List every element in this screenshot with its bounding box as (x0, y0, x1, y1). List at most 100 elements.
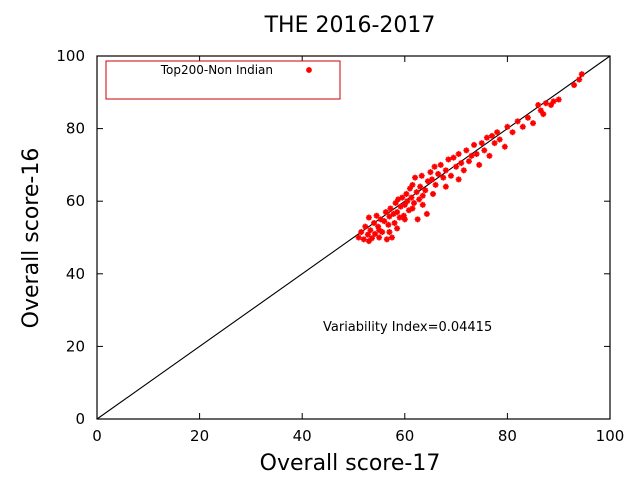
reference-line (96, 55, 611, 420)
data-point (555, 96, 562, 103)
data-point (392, 200, 399, 207)
reference-line-layer (96, 55, 611, 420)
data-point (427, 169, 434, 176)
data-point (537, 107, 544, 114)
chart-title: THE 2016-2017 (264, 13, 436, 38)
data-point (355, 234, 362, 241)
data-point (578, 71, 585, 78)
data-point (476, 161, 483, 168)
data-point (405, 207, 412, 214)
data-point (419, 201, 426, 208)
points-layer (355, 71, 585, 245)
y-tick-label: 60 (66, 192, 85, 210)
data-point (365, 238, 372, 245)
data-point (417, 183, 424, 190)
data-point (424, 178, 431, 185)
y-tick-label: 40 (66, 265, 85, 283)
data-point (478, 140, 485, 147)
data-point (364, 231, 371, 238)
data-point (468, 152, 475, 159)
data-point (362, 223, 369, 230)
data-point (390, 210, 397, 217)
data-point (401, 201, 408, 208)
data-point (514, 118, 521, 125)
x-tick-label: 60 (395, 427, 414, 445)
data-point (373, 212, 380, 219)
data-point (367, 227, 374, 234)
data-point (453, 163, 460, 170)
data-point (396, 214, 403, 221)
x-tick-label: 80 (498, 427, 517, 445)
data-point (399, 194, 406, 201)
variability-annotation: Variability Index=0.04415 (323, 320, 492, 335)
legend: Top200-Non Indian (105, 60, 341, 100)
y-tick-label: 0 (75, 410, 85, 428)
data-point (376, 227, 383, 234)
y-tick-label: 80 (66, 120, 85, 138)
data-point (491, 140, 498, 147)
legend-marker-symbol (306, 67, 312, 73)
data-point (519, 123, 526, 130)
data-point (377, 216, 384, 223)
data-point (387, 205, 394, 212)
data-point (501, 143, 508, 150)
data-point (411, 200, 418, 207)
data-point (455, 176, 462, 183)
data-point (360, 236, 367, 243)
data-point (358, 229, 365, 236)
data-point (428, 176, 435, 183)
data-point (365, 214, 372, 221)
data-point (382, 209, 389, 216)
x-tick-label: 100 (596, 427, 625, 445)
data-point (394, 225, 401, 232)
data-point (386, 213, 393, 220)
data-point (496, 136, 503, 143)
data-point (381, 218, 388, 225)
data-point (419, 192, 426, 199)
x-tick-label: 40 (293, 427, 312, 445)
data-point (450, 154, 457, 161)
data-point (409, 205, 416, 212)
x-axis-label: Overall score-17 (260, 451, 441, 476)
data-point (375, 223, 382, 230)
data-point (548, 102, 555, 109)
data-point (403, 190, 410, 197)
legend-marker (306, 67, 312, 73)
plot-frame (96, 55, 611, 420)
data-point (372, 230, 379, 237)
data-point (430, 190, 437, 197)
data-point (481, 147, 488, 154)
data-point (465, 158, 472, 165)
data-point (494, 129, 501, 136)
data-point (455, 151, 462, 158)
x-tick-label: 0 (92, 427, 102, 445)
data-point (431, 163, 438, 170)
data-point (442, 183, 449, 190)
data-point (409, 181, 416, 188)
data-point (404, 198, 411, 205)
data-point (432, 181, 439, 188)
data-point (483, 134, 490, 141)
data-point (524, 114, 531, 121)
data-point (540, 111, 547, 118)
y-axis-label: Overall score-16 (19, 148, 44, 329)
data-point (386, 229, 393, 236)
data-point (437, 161, 444, 168)
data-point (442, 167, 449, 174)
data-point (460, 167, 467, 174)
data-point (391, 219, 398, 226)
data-point (388, 234, 395, 241)
data-point (550, 98, 557, 105)
data-point (397, 203, 404, 210)
ticks-layer: 0 20 40 60 80 100 0 20 40 60 80 100 (56, 47, 624, 445)
data-point (509, 129, 516, 136)
data-point (422, 187, 429, 194)
data-point (368, 235, 375, 242)
data-point (486, 152, 493, 159)
data-point (504, 123, 511, 130)
data-point (458, 160, 465, 167)
data-point (413, 189, 420, 196)
data-point (571, 82, 578, 89)
y-tick-label: 100 (56, 47, 85, 65)
